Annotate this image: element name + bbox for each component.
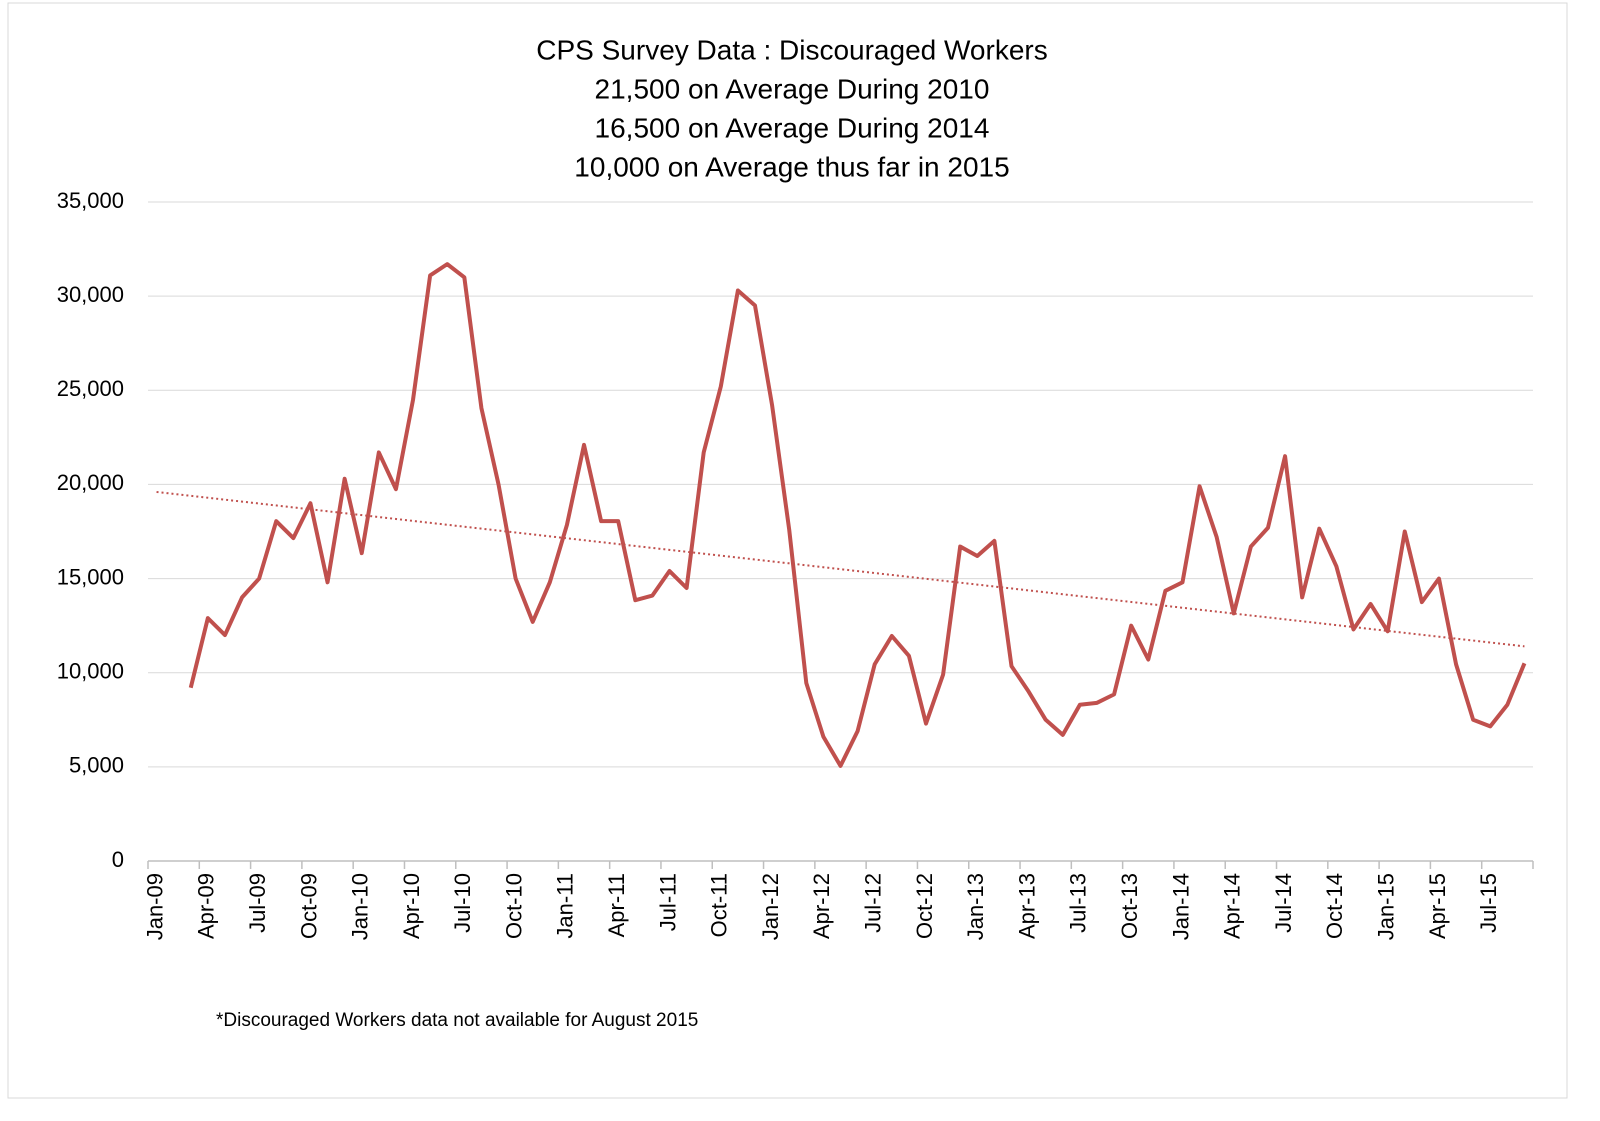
x-tick-label: Jan-10 [348,873,373,940]
x-tick-label: Jul-12 [861,873,886,933]
x-tick-label: Oct-09 [296,873,321,939]
data-line [188,262,1527,768]
x-tick-label: Jul-14 [1271,873,1296,933]
x-tick-label: Jan-09 [142,873,167,940]
x-tick-label: Jul-11 [655,873,680,931]
x-tick-label: Oct-10 [501,873,526,939]
x-tick-label: Jan-14 [1168,873,1193,940]
x-tick-label: Apr-14 [1220,873,1245,939]
y-tick-label: 15,000 [57,564,124,589]
x-tick-label: Jan-11 [553,873,578,939]
y-tick-label: 35,000 [57,188,124,213]
x-tick-label: Apr-11 [604,873,629,937]
x-tick-label: Jan-13 [963,873,988,940]
x-tick-label: Jul-09 [245,873,270,933]
x-tick-label: Jul-10 [450,873,475,933]
x-tick-label: Jul-13 [1066,873,1091,933]
chart-title: 16,500 on Average During 2014 [595,112,990,143]
footnote: *Discouraged Workers data not available … [216,1010,698,1031]
y-tick-label: 10,000 [57,659,124,684]
x-tick-label: Apr-09 [194,873,219,939]
x-tick-label: Oct-12 [912,873,937,939]
y-tick-label: 25,000 [57,376,124,401]
y-tick-label: 0 [112,847,124,872]
x-tick-label: Apr-10 [399,873,424,939]
y-tick-label: 5,000 [69,753,124,778]
x-tick-label: Apr-15 [1425,873,1450,939]
y-tick-label: 20,000 [57,470,124,495]
chart-title: 21,500 on Average During 2010 [595,73,990,104]
x-tick-label: Oct-11 [707,873,732,937]
x-tick-label: Oct-13 [1117,873,1142,939]
x-tick-label: Oct-14 [1322,873,1347,939]
chart-title: 10,000 on Average thus far in 2015 [574,151,1009,182]
x-tick-label: Apr-13 [1014,873,1039,939]
x-tick-label: Jul-15 [1476,873,1501,933]
y-tick-label: 30,000 [57,282,124,307]
chart-title: CPS Survey Data : Discouraged Workers [536,34,1047,65]
x-tick-label: Apr-12 [809,873,834,939]
x-tick-label: Jan-12 [758,873,783,940]
x-tick-label: Jan-15 [1373,873,1398,940]
